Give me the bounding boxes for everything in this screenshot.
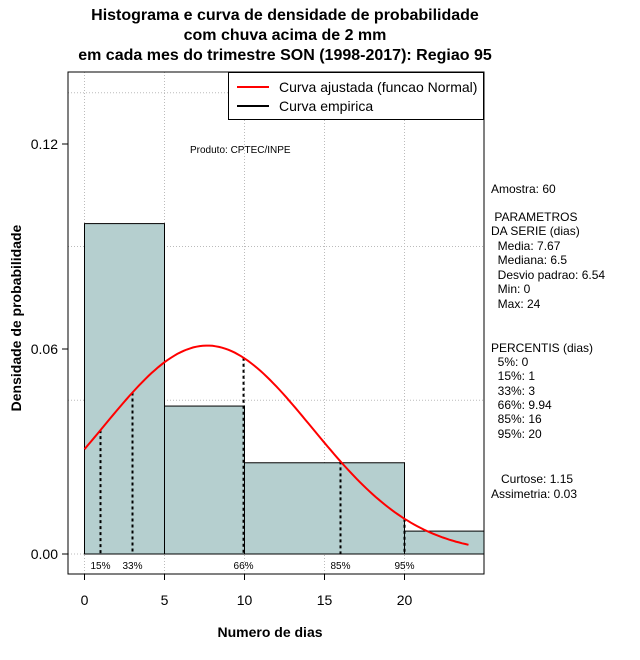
y-tick-label: 0.12: [31, 136, 58, 152]
legend-swatch-fitted: [237, 86, 269, 88]
legend-label-empirical: Curva empirica: [279, 98, 374, 114]
chart-title-line-1: Histograma e curva de densidade de proba…: [91, 7, 479, 24]
histogram-bar: [164, 405, 245, 555]
stat-amostra: Amostra: 60: [491, 182, 556, 196]
x-tick-label: 15: [317, 592, 333, 608]
percentile-label: 66%: [234, 561, 254, 572]
produto-label: Produto: CPTEC/INPE: [190, 145, 291, 156]
y-axis-label: Densidade de probabilidade: [8, 224, 24, 412]
stat-p85: 85%: 16: [491, 412, 542, 426]
legend-item-fitted: Curva ajustada (funcao Normal): [237, 78, 477, 96]
stat-assimetria: Assimetria: 0.03: [491, 487, 578, 501]
legend-swatch-empirical: [237, 105, 269, 107]
x-axis-label: Numero de dias: [217, 624, 323, 640]
y-tick-label: 0.00: [31, 546, 58, 562]
chart-title-line-2: com chuva acima de 2 mm: [183, 27, 387, 44]
x-tick-label: 10: [237, 592, 253, 608]
histogram-bar: [404, 530, 485, 555]
stat-p66: 66%: 9.94: [491, 398, 552, 412]
stat-p95: 95%: 20: [491, 427, 542, 441]
x-tick-label: 0: [81, 592, 89, 608]
y-tick-label: 0.06: [31, 341, 58, 357]
x-tick-label: 5: [161, 592, 169, 608]
stat-desvio: Desvio padrao: 6.54: [491, 268, 606, 282]
chart-title-line-3: em cada mes do trimestre SON (1998-2017)…: [78, 47, 492, 64]
percentile-label: 85%: [330, 561, 350, 572]
normal-fit-curve: [83, 344, 469, 546]
legend: Curva ajustada (funcao Normal) Curva emp…: [228, 72, 484, 120]
stat-curtose: Curtose: 1.15: [491, 472, 574, 486]
percentile-label: 15%: [90, 561, 110, 572]
stat-p5: 5%: 0: [491, 355, 529, 369]
percentile-label: 95%: [394, 561, 414, 572]
x-tick-label: 20: [397, 592, 413, 608]
histogram-bar: [84, 223, 165, 555]
y-axis: 0.00 0.06 0.12: [31, 136, 69, 562]
stat-min: Min: 0: [491, 282, 531, 296]
legend-item-empirical: Curva empirica: [237, 97, 373, 115]
stat-max: Max: 24: [491, 297, 541, 311]
legend-label-fitted: Curva ajustada (funcao Normal): [279, 79, 478, 95]
stat-mediana: Mediana: 6.5: [491, 253, 568, 267]
params-title-1: PARAMETROS: [491, 210, 578, 224]
histogram-bars: [84, 223, 485, 555]
x-axis: 0 5 10 15 20: [81, 573, 413, 608]
percentis-title: PERCENTIS (dias): [491, 341, 594, 355]
percentile-lines: 15% 33% 66% 85% 95%: [90, 357, 415, 572]
histogram-bar: [244, 462, 405, 555]
stat-p15: 15%: 1: [491, 369, 536, 383]
params-title-2: DA SERIE (dias): [491, 224, 580, 238]
stat-p33: 33%: 3: [491, 384, 536, 398]
percentile-label: 33%: [122, 561, 142, 572]
stat-media: Media: 7.67: [491, 239, 561, 253]
